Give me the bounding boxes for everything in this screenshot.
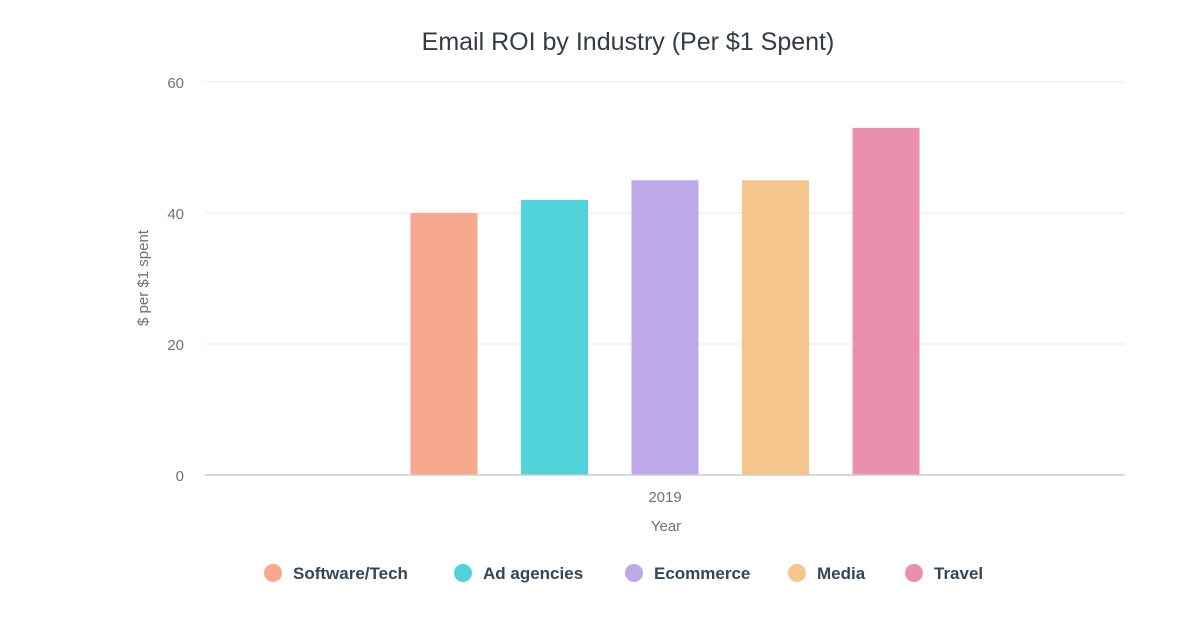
legend-swatch [264, 564, 282, 582]
legend-item[interactable]: Travel [905, 564, 983, 583]
bars [410, 127, 920, 475]
bar-ad-agencies[interactable] [521, 199, 588, 475]
legend-label: Ad agencies [483, 564, 583, 583]
legend-label: Ecommerce [654, 564, 750, 583]
bar-ecommerce[interactable] [631, 180, 699, 475]
x-tick-label: 2019 [648, 489, 681, 506]
legend: Software/Tech Ad agencies Ecommerce Media Tr… [264, 564, 983, 583]
y-axis-title: $ per $1 spent [135, 229, 152, 326]
chart-title: Email ROI by Industry (Per $1 Spent) [422, 28, 835, 56]
legend-swatch [788, 564, 806, 582]
y-tick-label: 0 [176, 468, 184, 485]
legend-swatch [905, 564, 923, 582]
x-axis-ticks: 2019 [648, 489, 681, 506]
y-tick-label: 40 [167, 206, 184, 223]
legend-item[interactable]: Media [788, 564, 866, 583]
legend-label: Travel [934, 564, 983, 583]
y-tick-label: 60 [167, 75, 184, 92]
bar-media[interactable] [742, 180, 809, 475]
legend-label: Media [817, 564, 866, 583]
bar-software-tech[interactable] [410, 213, 478, 475]
legend-item[interactable]: Ad agencies [454, 564, 583, 583]
legend-swatch [454, 564, 472, 582]
y-axis-ticks: 0 20 40 60 [167, 75, 184, 485]
y-tick-label: 20 [167, 337, 184, 354]
legend-item[interactable]: Software/Tech [264, 564, 408, 583]
bar-travel[interactable] [852, 127, 920, 475]
legend-swatch [625, 564, 643, 582]
legend-label: Software/Tech [293, 564, 408, 583]
x-axis-title: Year [651, 518, 681, 535]
legend-item[interactable]: Ecommerce [625, 564, 750, 583]
